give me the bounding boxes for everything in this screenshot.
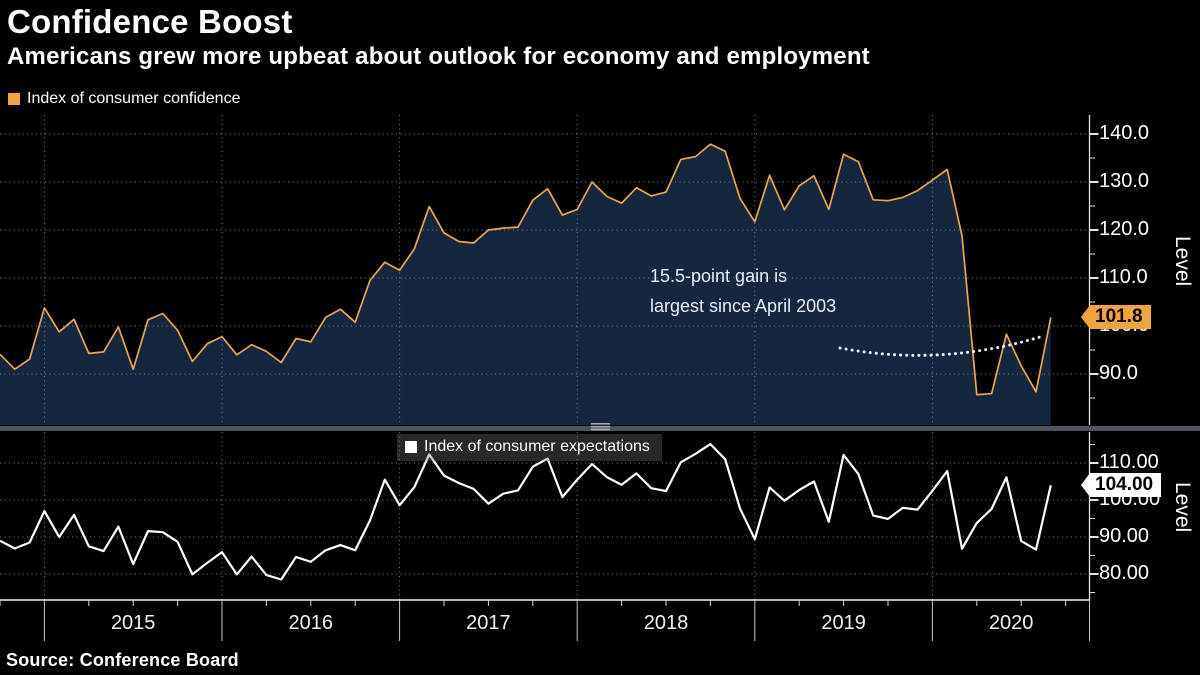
expectations-last-value-badge: 104.00 bbox=[1080, 473, 1162, 498]
divider-grip-icon bbox=[591, 423, 610, 425]
expectations-axis-title: Level bbox=[1171, 482, 1194, 533]
consumer-confidence-panel bbox=[0, 115, 1099, 425]
confidence-last-value-badge: 101.8 bbox=[1081, 305, 1151, 330]
legend-expectations-label: Index of consumer expectations bbox=[424, 438, 650, 455]
source-label: Source: Conference Board bbox=[6, 650, 239, 670]
expectations-swatch-icon bbox=[405, 441, 417, 453]
legend-consumer-confidence: Index of consumer confidence bbox=[8, 90, 240, 108]
confidence-axis-title: Level bbox=[1171, 236, 1194, 287]
annotation-line-2: largest since April 2003 bbox=[650, 296, 837, 316]
annotation-arc bbox=[838, 335, 1042, 357]
annotation-gain: 15.5-point gain is largest since April 2… bbox=[650, 261, 836, 321]
page-title: Confidence Boost bbox=[7, 3, 293, 40]
legend-confidence-label: Index of consumer confidence bbox=[27, 90, 241, 107]
legend-consumer-expectations: Index of consumer expectations bbox=[397, 434, 662, 461]
divider-grip-icon bbox=[591, 425, 610, 428]
panel-divider[interactable] bbox=[0, 423, 1200, 431]
confidence-swatch-icon bbox=[8, 93, 20, 105]
divider-grip-icon bbox=[591, 428, 610, 431]
annotation-line-1: 15.5-point gain is bbox=[650, 266, 788, 286]
page-subtitle: Americans grew more upbeat about outlook… bbox=[7, 43, 870, 70]
consumer-expectations-line bbox=[0, 443, 1052, 581]
confidence-area bbox=[0, 144, 1051, 425]
x-axis bbox=[0, 599, 1090, 641]
consumer-confidence-line bbox=[0, 143, 1052, 396]
consumer-expectations-panel bbox=[0, 432, 1099, 600]
